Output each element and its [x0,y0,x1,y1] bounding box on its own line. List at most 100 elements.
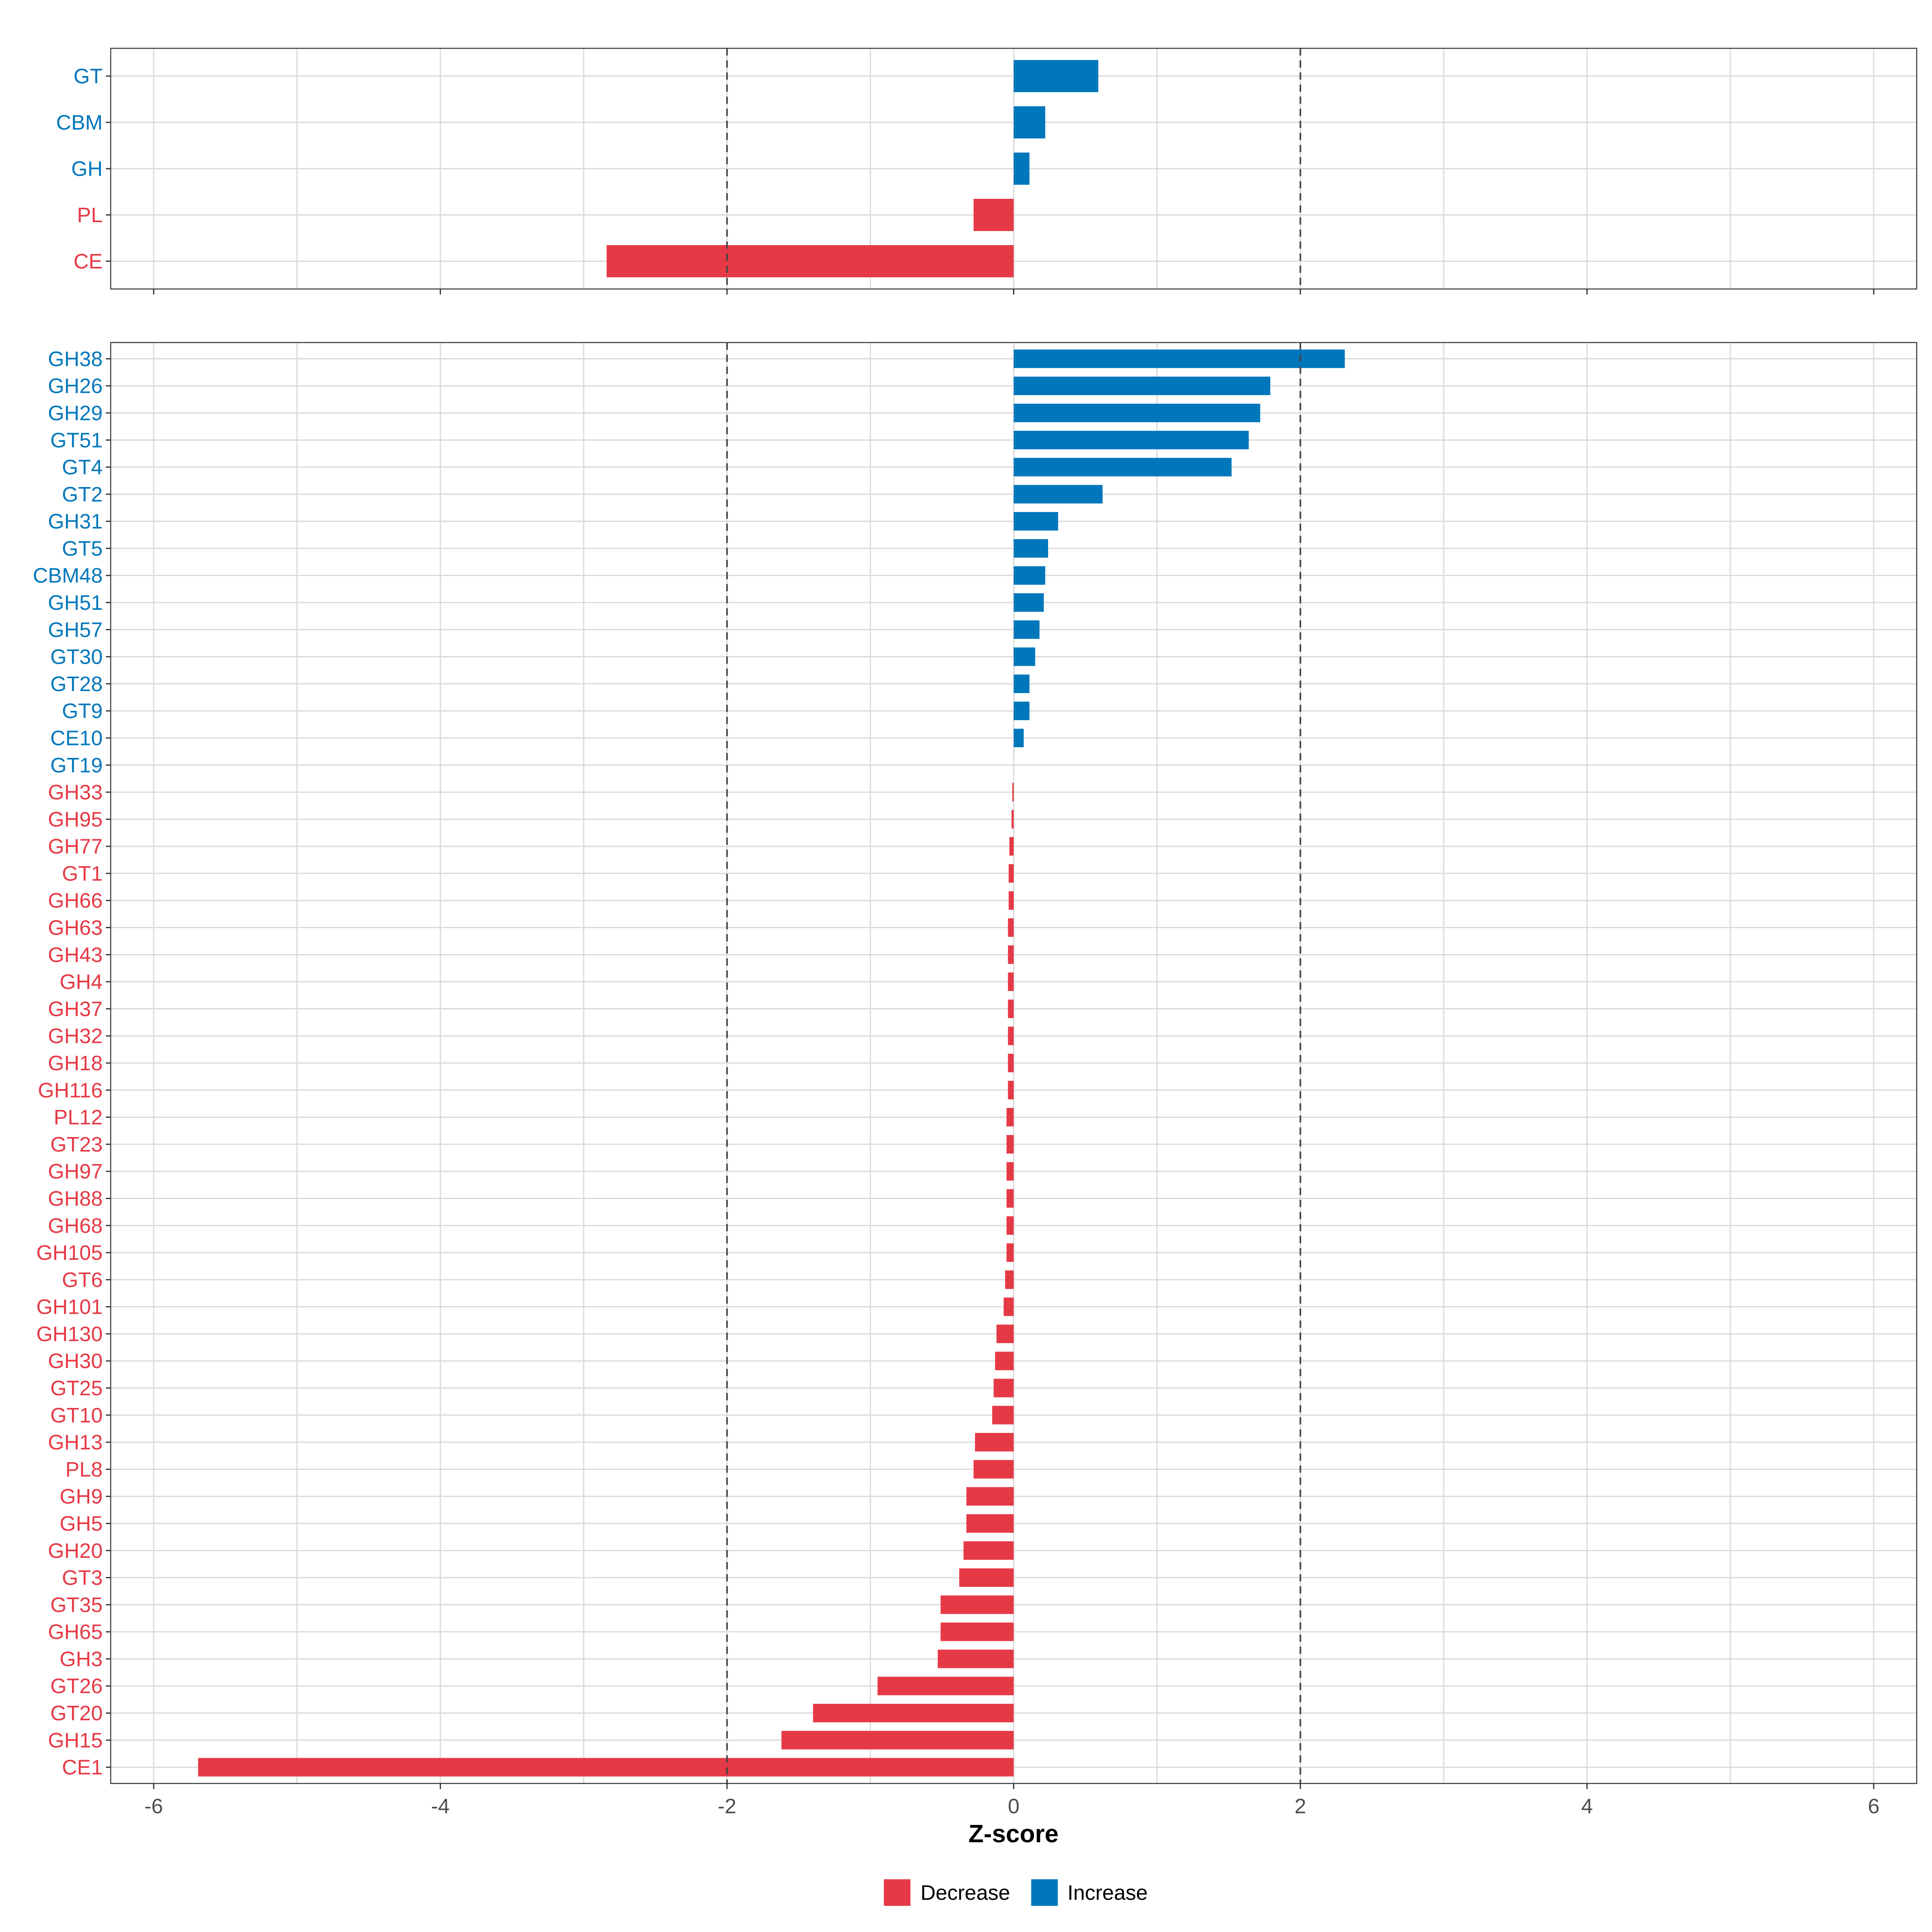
category-label-gh101: GH101 [36,1296,103,1319]
category-label-ce1: CE1 [62,1756,103,1779]
bar-gh97 [1006,1162,1014,1181]
bar-pl8 [973,1460,1014,1479]
bar-gt28 [1013,674,1030,693]
category-label-gt5: GT5 [62,537,103,560]
category-label-gt28: GT28 [50,673,103,696]
category-label-gt20: GT20 [50,1702,103,1725]
bar-gt20 [813,1704,1014,1723]
bar-gh38 [1013,349,1345,368]
x-tick-label: -4 [431,1795,450,1818]
x-axis-title: Z-score [968,1820,1059,1848]
bar-gh15 [781,1731,1014,1750]
x-tick-label: 0 [1008,1795,1020,1818]
category-label-gh29: GH29 [48,402,103,425]
bar-gt9 [1013,702,1030,720]
bar-gh9 [966,1487,1014,1506]
category-label-gt3: GT3 [62,1567,103,1590]
bar-gh5 [966,1514,1014,1533]
category-label-gh95: GH95 [48,808,103,831]
bar-gh66 [1009,891,1014,910]
category-label-gh: GH [71,157,103,181]
bar-gh33 [1012,783,1014,802]
category-label-gt10: GT10 [50,1404,103,1427]
bar-gt2 [1013,485,1103,504]
category-label-gh32: GH32 [48,1025,103,1048]
category-label-gh51: GH51 [48,591,103,615]
bar-gt25 [993,1379,1014,1397]
category-label-gh13: GH13 [48,1431,103,1454]
bar-gh101 [1003,1297,1014,1316]
bar-gh105 [1006,1243,1014,1262]
category-label-ce: CE [74,250,103,273]
category-label-gt2: GT2 [62,483,103,506]
bar-cbm48 [1013,566,1045,585]
category-label-gh33: GH33 [48,781,103,804]
x-tick-label: 4 [1581,1795,1593,1818]
category-label-gh37: GH37 [48,997,103,1021]
category-label-gh66: GH66 [48,889,103,912]
category-label-pl: PL [77,204,103,227]
bar-gt [1013,60,1098,92]
top-panel: GT CBM GH PL CE [56,47,1918,295]
category-label-gt: GT [74,65,103,88]
bar-gh68 [1006,1216,1014,1235]
bar-ce1 [198,1758,1014,1777]
category-label-gh5: GH5 [60,1512,103,1536]
bar-gh [1013,153,1030,185]
bar-gh95 [1011,810,1014,829]
category-label-gh68: GH68 [48,1214,103,1238]
category-label-gh26: GH26 [48,375,103,398]
bar-gh4 [1008,972,1014,991]
bar-gh3 [937,1649,1014,1668]
category-label-gh4: GH4 [60,970,103,994]
bar-gh20 [963,1541,1014,1560]
category-label-gh15: GH15 [48,1729,103,1752]
category-label-gh116: GH116 [38,1079,103,1102]
bar-pl12 [1006,1108,1014,1127]
bar-gt23 [1006,1135,1014,1154]
bar-gh57 [1013,620,1040,639]
bar-gt26 [877,1676,1014,1695]
category-label-gh105: GH105 [36,1241,103,1265]
bar-gh43 [1008,945,1014,964]
bar-gh32 [1008,1026,1014,1045]
bar-gt30 [1013,647,1035,666]
legend-swatch-increase [1031,1879,1058,1906]
category-label-gt25: GT25 [50,1377,103,1400]
bar-ce10 [1013,729,1024,747]
x-tick-label: -6 [144,1795,163,1818]
category-label-gh130: GH130 [36,1323,103,1346]
bar-gh88 [1006,1189,1014,1208]
category-label-gh57: GH57 [48,618,103,642]
x-tick-label: 2 [1294,1795,1306,1818]
bottom-panel: GH38 GH26 GH29 GT51 GT4 GT2 GH31 GT5 CBM48 GH51 GH… [33,342,1918,1818]
bar-gt5 [1013,539,1048,558]
category-label-gh3: GH3 [60,1647,103,1671]
bar-ce [607,245,1014,277]
bar-gt3 [959,1568,1014,1587]
legend-swatch-decrease [884,1879,910,1906]
legend-label-increase: Increase [1067,1881,1148,1905]
category-label-gt35: GT35 [50,1593,103,1617]
bar-gh30 [995,1352,1014,1371]
category-label-gt6: GT6 [62,1268,103,1292]
category-label-gh65: GH65 [48,1620,103,1644]
category-label-gt26: GT26 [50,1675,103,1698]
legend-label-decrease: Decrease [921,1881,1010,1905]
bar-gh116 [1008,1081,1014,1100]
bar-cbm [1013,106,1045,138]
category-label-gh88: GH88 [48,1187,103,1210]
category-label-gh63: GH63 [48,916,103,940]
bar-gh18 [1008,1054,1014,1072]
category-label-gh30: GH30 [48,1350,103,1373]
bar-gt6 [1005,1270,1014,1289]
bar-gh26 [1013,376,1270,395]
bar-gt4 [1013,458,1232,477]
bar-pl [973,199,1014,231]
category-label-gt19: GT19 [50,754,103,777]
bar-gh77 [1009,837,1014,856]
category-label-gh43: GH43 [48,943,103,967]
bar-gh37 [1008,999,1014,1018]
category-label-gh20: GH20 [48,1539,103,1563]
